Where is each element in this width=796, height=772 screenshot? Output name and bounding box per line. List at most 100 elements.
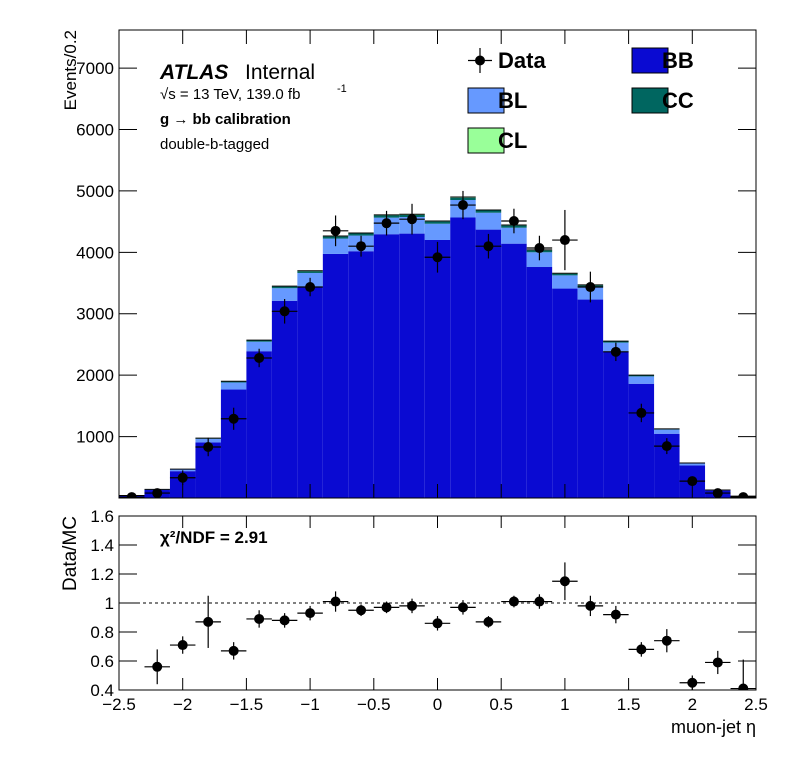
histogram-bar xyxy=(322,238,349,254)
legend-swatch xyxy=(467,87,505,114)
x-tick-label: 1.5 xyxy=(617,695,641,714)
x-tick-label: 0 xyxy=(433,695,442,714)
data-point xyxy=(407,600,418,611)
y-tick-label: 2000 xyxy=(76,366,114,385)
legend-swatch xyxy=(631,47,669,74)
data-point xyxy=(457,200,468,211)
x-tick-label: −1.5 xyxy=(230,695,264,714)
data-point xyxy=(152,661,163,672)
data-point xyxy=(738,683,749,690)
ratio-y-tick-label: 0.6 xyxy=(90,652,114,671)
data-point xyxy=(407,214,418,225)
histogram-bar xyxy=(297,286,323,498)
data-point xyxy=(254,613,265,624)
legend-label: BB xyxy=(662,48,694,73)
data-point xyxy=(457,602,468,613)
ratio-y-tick-label: 1 xyxy=(105,594,114,613)
x-tick-label: 1 xyxy=(560,695,569,714)
data-point xyxy=(432,252,443,263)
data-point xyxy=(738,492,749,498)
data-point xyxy=(356,605,367,616)
data-point xyxy=(508,596,519,607)
atlas-status: Internal xyxy=(245,61,315,84)
legend-marker xyxy=(475,55,485,66)
histogram-bar xyxy=(246,351,272,498)
ratio-y-tick-label: 1.4 xyxy=(90,536,114,555)
ratio-y-tick-label: 0.8 xyxy=(90,623,114,642)
histogram-bar xyxy=(220,389,247,498)
histogram-bar xyxy=(552,273,578,276)
ratio-y-tick-label: 0.4 xyxy=(90,681,114,700)
ratio-y-tick-label: 1.6 xyxy=(90,507,114,526)
data-point xyxy=(203,616,214,627)
histogram-bar xyxy=(628,383,655,498)
histogram-bar xyxy=(577,299,604,498)
energy-label: √s = 13 TeV, 139.0 fb xyxy=(160,86,300,103)
chi2-annotation: χ²/NDF = 2.91 xyxy=(160,528,268,547)
data-point xyxy=(356,241,367,252)
histogram-bar xyxy=(246,341,272,352)
histogram-bar xyxy=(501,243,527,498)
selection-label: g → bb calibration xyxy=(160,111,291,128)
data-point xyxy=(381,218,392,229)
ratio-y-tick-label: 1.2 xyxy=(90,565,114,584)
data-point xyxy=(177,472,188,483)
histogram-bar xyxy=(424,221,451,224)
data-point xyxy=(279,306,290,317)
legend-label: BL xyxy=(498,88,527,113)
y-tick-label: 7000 xyxy=(76,59,114,78)
energy-exponent: -1 xyxy=(337,83,347,95)
histogram-bar xyxy=(475,229,502,498)
histogram-bar xyxy=(399,233,425,498)
data-point xyxy=(636,407,647,418)
data-point xyxy=(585,282,596,293)
legend-label: CL xyxy=(498,128,527,153)
histogram-bar xyxy=(654,429,680,434)
data-point xyxy=(330,225,341,236)
x-tick-label: −0.5 xyxy=(357,695,391,714)
legend-swatch xyxy=(631,87,669,114)
histogram-bar xyxy=(271,286,298,289)
histogram-bar xyxy=(373,234,400,498)
histogram-bar xyxy=(271,288,298,301)
data-point xyxy=(152,488,163,498)
histogram-bar xyxy=(348,251,374,498)
x-tick-label: −2 xyxy=(173,695,192,714)
histogram-bar xyxy=(475,212,502,230)
data-point xyxy=(203,442,214,453)
data-point xyxy=(687,476,698,487)
y-tick-label: 5000 xyxy=(76,182,114,201)
histogram-bar xyxy=(628,376,655,384)
histogram-bar xyxy=(246,340,272,342)
data-point xyxy=(381,602,392,613)
histogram-bar xyxy=(450,217,476,498)
data-point xyxy=(559,576,570,587)
histogram-bar xyxy=(424,239,451,498)
data-point xyxy=(610,346,621,357)
data-point xyxy=(585,600,596,611)
data-point xyxy=(508,216,519,227)
data-point xyxy=(330,596,341,607)
y-axis-label: Events/0.2 xyxy=(61,30,80,110)
histogram-bar xyxy=(526,267,553,498)
x-tick-label: −2.5 xyxy=(102,695,136,714)
histogram-bar xyxy=(271,300,298,498)
data-point xyxy=(534,596,545,607)
data-point xyxy=(254,352,265,363)
ratio-plot xyxy=(119,562,756,690)
legend: Data BB BL CC CL xyxy=(467,47,694,154)
data-point xyxy=(305,282,316,293)
y-tick-label: 4000 xyxy=(76,243,114,262)
data-point xyxy=(228,413,239,424)
data-point xyxy=(712,657,723,668)
histogram-bar xyxy=(501,227,527,244)
data-point xyxy=(432,618,443,629)
histogram-bar xyxy=(297,271,323,273)
y-tick-label: 6000 xyxy=(76,120,114,139)
atlas-label: ATLAS xyxy=(159,61,228,84)
axes: 1000 2000 3000 4000 5000 6000 7000 0.4 0.6 0.8 1 1.… xyxy=(76,29,768,714)
data-point xyxy=(228,645,239,656)
ratio-y-axis-label: Data/MC xyxy=(60,516,81,591)
